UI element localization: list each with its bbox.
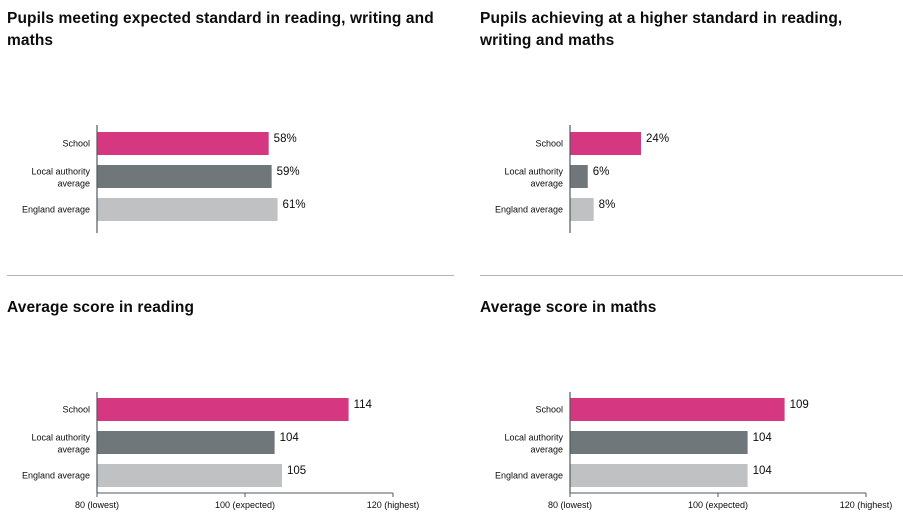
higher-standard-chart: School 24% Local authority average 6% England… bbox=[495, 125, 669, 233]
tick-label: 120 (highest) bbox=[367, 500, 420, 510]
bar-school bbox=[97, 398, 349, 421]
bar-england-average bbox=[570, 198, 594, 221]
tick-label: 120 (highest) bbox=[840, 500, 893, 510]
bar-england-average bbox=[570, 464, 748, 487]
value-label: 114 bbox=[354, 399, 373, 411]
category-label: School bbox=[535, 405, 563, 415]
bar-school bbox=[570, 398, 785, 421]
value-label: 24% bbox=[646, 133, 669, 145]
value-label: 104 bbox=[280, 432, 300, 444]
value-label: 8% bbox=[599, 199, 616, 211]
reading-score-chart: School 114 Local authority average 104 Englan… bbox=[22, 392, 420, 510]
value-label: 105 bbox=[287, 465, 306, 477]
value-label: 104 bbox=[753, 465, 773, 477]
category-label: Local authority average bbox=[31, 433, 90, 455]
tick-label: 100 (expected) bbox=[215, 500, 275, 510]
value-label: 109 bbox=[790, 399, 809, 411]
category-label: England average bbox=[495, 471, 563, 481]
category-label: Local authority average bbox=[504, 167, 563, 189]
category-label: England average bbox=[495, 205, 563, 215]
category-label: School bbox=[62, 139, 90, 149]
divider bbox=[7, 275, 454, 276]
bar-england-average bbox=[97, 464, 282, 487]
bar-school bbox=[97, 132, 269, 155]
category-label: School bbox=[535, 139, 563, 149]
value-label: 58% bbox=[274, 133, 297, 145]
category-label: Local authority average bbox=[31, 167, 90, 189]
bar-england-average bbox=[97, 198, 278, 221]
value-label: 59% bbox=[277, 166, 300, 178]
maths-score-chart: School 109 Local authority average 104 Englan… bbox=[495, 392, 893, 510]
bar-local-authority-average bbox=[570, 431, 748, 454]
bar-local-authority-average bbox=[97, 165, 272, 188]
expected-standard-chart: School 58% Local authority average 59% Englan… bbox=[22, 125, 306, 233]
bar-school bbox=[570, 132, 642, 155]
bar-local-authority-average bbox=[97, 431, 275, 454]
divider bbox=[480, 275, 903, 276]
chart-title: Pupils meeting expected standard in read… bbox=[7, 10, 434, 49]
chart-title: Average score in maths bbox=[480, 299, 657, 316]
value-label: 6% bbox=[593, 166, 610, 178]
value-label: 104 bbox=[753, 432, 773, 444]
chart-title: Pupils achieving at a higher standard in… bbox=[480, 10, 843, 49]
tick-label: 80 (lowest) bbox=[75, 500, 119, 510]
value-label: 61% bbox=[283, 199, 306, 211]
category-label: England average bbox=[22, 205, 90, 215]
bar-local-authority-average bbox=[570, 165, 588, 188]
tick-label: 100 (expected) bbox=[688, 500, 748, 510]
category-label: School bbox=[62, 405, 90, 415]
category-label: England average bbox=[22, 471, 90, 481]
category-label: Local authority average bbox=[504, 433, 563, 455]
tick-label: 80 (lowest) bbox=[548, 500, 592, 510]
chart-title: Average score in reading bbox=[7, 299, 195, 316]
